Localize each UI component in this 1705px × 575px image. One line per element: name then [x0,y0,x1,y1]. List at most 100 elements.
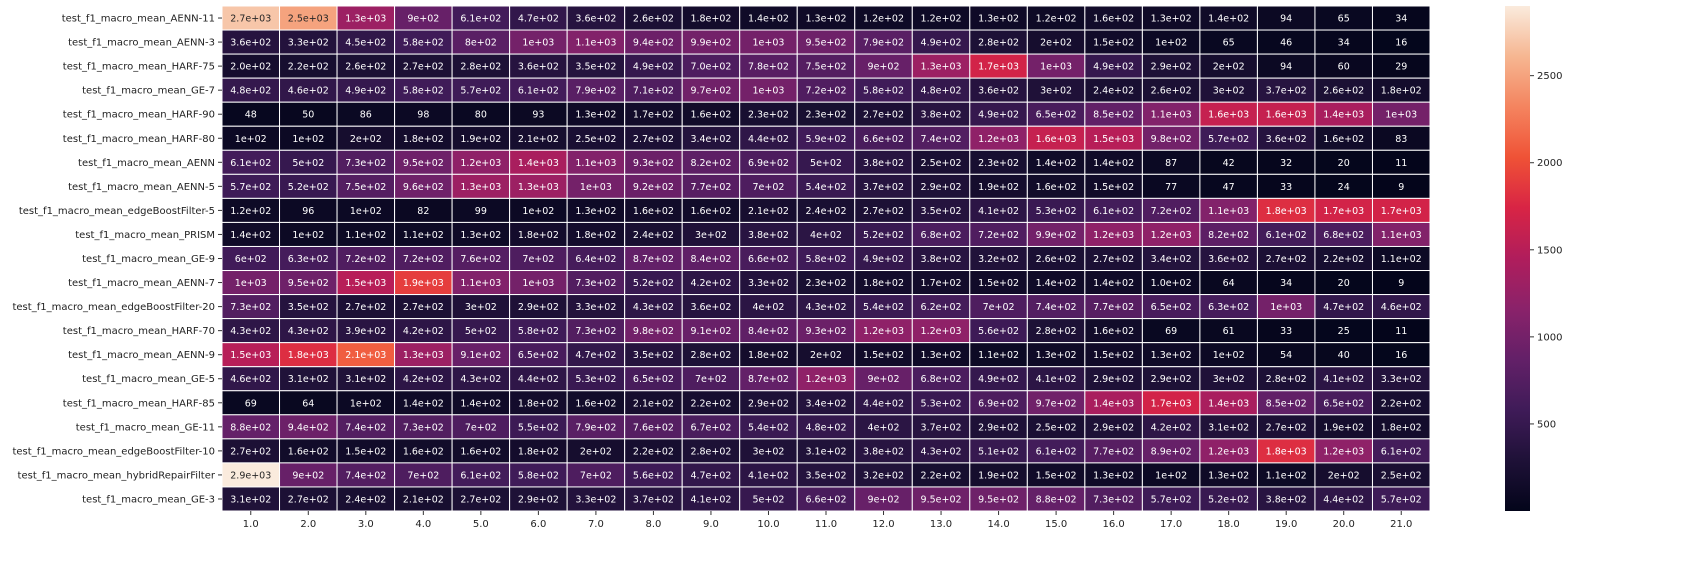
cell-label: 6.1e+02 [1266,230,1307,241]
heatmap-cell [279,5,338,31]
cell-label: 9 [1398,278,1404,289]
colorbar: 500 1000 1500 2000 2500 [1505,6,1562,511]
cell-label: 2.4e+02 [1093,86,1134,97]
heatmap-cell [739,77,798,103]
heatmap-cell [854,462,913,488]
x-tick-label: 11.0 [815,519,837,530]
heatmap-cell [624,294,683,320]
heatmap-cell [911,149,971,175]
cell-label: 6.2e+02 [921,302,962,313]
cell-label: 1e+03 [753,38,785,49]
cell-label: 9.5e+02 [921,494,962,505]
cell-label: 7e+02 [522,254,554,265]
heatmap-cell [1256,462,1316,488]
cell-label: 2.8e+02 [1266,374,1307,385]
cell-label: 7.6e+02 [460,254,501,265]
heatmap-cell [566,125,626,151]
y-tick-label: test_f1_macro_mean_edgeBoostFilter-20 [12,302,215,313]
x-tick-label: 5.0 [473,519,489,530]
x-tick-label: 7.0 [588,519,604,530]
cell-label: 2e+02 [1328,470,1360,481]
cell-label: 7.2e+02 [345,254,386,265]
heatmap-cell [1199,77,1258,103]
cell-label: 4.2e+02 [403,374,444,385]
heatmap-cell [796,438,856,464]
cell-label: 9e+02 [292,470,324,481]
heatmap-cell [624,390,683,416]
x-tick-label: 8.0 [645,519,661,530]
heatmap-cell [681,294,741,320]
heatmap-cell [796,342,856,368]
heatmap-cell [1256,173,1316,199]
y-tick-label: test_f1_macro_mean_HARF-85 [63,398,215,409]
heatmap-cell [1371,221,1431,247]
cell-label: 54 [1280,350,1292,361]
cell-label: 1e+03 [1040,62,1072,73]
cell-label: 1e+03 [522,38,554,49]
heatmap-cell [509,221,568,247]
cell-label: 1.6e+03 [1208,110,1249,121]
cell-label: 3.5e+02 [288,302,329,313]
cell-label: 2.2e+02 [690,398,731,409]
heatmap-cell [451,342,511,368]
x-tick-label: 14.0 [987,519,1009,530]
y-tick-label: test_f1_macro_mean_edgeBoostFilter-5 [19,206,215,217]
heatmap-cell [451,414,511,440]
heatmap-cell [739,197,798,223]
cell-label: 7e+02 [983,302,1015,313]
heatmap-cell [566,221,626,247]
cell-label: 1.8e+02 [748,350,789,361]
heatmap-cell [854,318,913,344]
cell-label: 8.5e+02 [1093,110,1134,121]
cell-label: 9.8e+02 [1151,134,1192,145]
heatmap-cell [394,53,453,79]
cell-label: 2.2e+02 [633,446,674,457]
cell-label: 4.2e+02 [1151,422,1192,433]
heatmap-cell [509,5,568,31]
cell-label: 8.8e+02 [1036,494,1077,505]
cell-label: 42 [1223,158,1235,169]
heatmap-cell [739,29,798,55]
cell-label: 1.2e+03 [1208,446,1249,457]
cell-label: 1.3e+03 [345,14,386,25]
heatmap-cell [1371,414,1431,440]
cell-label: 1.1e+02 [1381,254,1422,265]
heatmap-cell [681,342,741,368]
cell-label: 2.5e+02 [921,158,962,169]
cell-label: 1.6e+03 [1266,110,1307,121]
heatmap-cell [1314,197,1373,223]
cell-label: 5.8e+02 [403,86,444,97]
heatmap-cell [969,77,1028,103]
cell-label: 2.1e+03 [345,350,386,361]
cell-label: 1.3e+02 [978,14,1019,25]
cell-label: 7.2e+02 [1151,206,1192,217]
cell-label: 5.2e+02 [288,182,329,193]
cell-label: 3.6e+02 [575,14,616,25]
heatmap-cell [566,53,626,79]
cell-label: 3.7e+02 [863,182,904,193]
cell-label: 4.1e+02 [748,470,789,481]
cell-label: 8.8e+02 [230,422,271,433]
heatmap-cell [1371,366,1431,392]
cell-label: 6.6e+02 [748,254,789,265]
cell-label: 1.8e+03 [288,350,329,361]
cell-label: 1.6e+02 [575,398,616,409]
cell-label: 82 [417,206,429,217]
heatmap-cell [1199,101,1258,127]
heatmap-cell [394,294,453,320]
cell-label: 1.5e+02 [1036,470,1077,481]
heatmap-cell [624,149,683,175]
cell-label: 1.2e+02 [863,14,904,25]
cell-label: 1e+02 [350,398,382,409]
heatmap-cell [1026,245,1086,272]
cell-label: 2.7e+02 [403,302,444,313]
cell-label: 1.3e+02 [575,206,616,217]
heatmap-cell [394,438,453,464]
cell-label: 5.5e+02 [518,422,559,433]
cell-label: 4.6e+02 [230,374,271,385]
cell-label: 4.7e+02 [575,350,616,361]
cell-label: 1.5e+02 [1093,182,1134,193]
cell-label: 2.7e+02 [403,62,444,73]
cell-label: 1.6e+02 [288,446,329,457]
cell-label: 69 [245,398,257,409]
